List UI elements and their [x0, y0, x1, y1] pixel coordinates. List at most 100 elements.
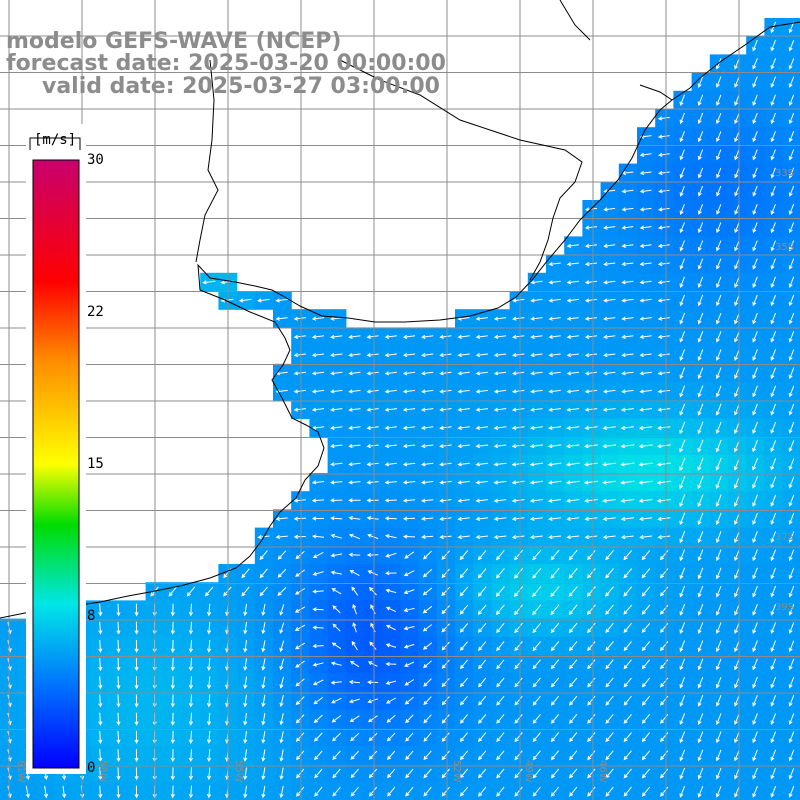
wind-arrow — [639, 534, 653, 540]
wind-arrow — [715, 695, 722, 707]
wind-arrow — [384, 516, 397, 521]
wind-arrow — [697, 112, 704, 125]
wind-arrow — [656, 462, 671, 467]
wind-arrow — [170, 621, 175, 635]
wind-arrow — [734, 222, 740, 234]
wind-arrow — [621, 243, 634, 248]
wind-arrow — [188, 767, 194, 781]
wind-arrow — [475, 534, 489, 540]
wind-arrow — [697, 640, 704, 653]
wind-arrow — [715, 476, 722, 489]
wind-arrow — [116, 694, 121, 708]
wind-arrow — [514, 549, 523, 561]
wind-arrow — [493, 389, 507, 394]
wind-arrow — [493, 443, 507, 449]
wind-arrow — [602, 389, 616, 394]
wind-arrow — [514, 786, 523, 797]
wind-arrow — [311, 480, 325, 485]
wind-arrow — [569, 659, 578, 670]
wind-arrow — [332, 750, 341, 760]
wind-arrow — [514, 732, 523, 743]
wind-arrow — [312, 662, 324, 667]
wind-arrow — [602, 534, 616, 540]
wind-arrow — [679, 512, 686, 526]
wind-arrow — [660, 622, 669, 633]
wind-arrow — [366, 371, 379, 376]
wind-arrow — [638, 516, 653, 521]
wind-arrow — [314, 750, 323, 761]
wind-arrow — [641, 659, 651, 670]
wind-arrow — [367, 680, 379, 685]
wind-arrow — [621, 334, 634, 339]
wind-arrow — [348, 371, 361, 376]
wind-arrow — [602, 425, 616, 430]
wind-arrow — [439, 425, 452, 430]
wind-arrow — [716, 149, 722, 161]
wind-arrow — [512, 371, 525, 376]
wind-arrow — [477, 550, 487, 561]
wind-arrow — [641, 622, 651, 633]
wind-arrow — [715, 585, 722, 598]
wind-arrow — [788, 458, 795, 471]
wind-arrow — [367, 715, 378, 723]
wind-arrow — [657, 225, 670, 230]
wind-arrow — [314, 768, 323, 779]
wind-arrow — [98, 767, 103, 781]
wind-arrow — [602, 371, 616, 376]
wind-arrow — [116, 603, 121, 617]
wind-arrow — [679, 531, 686, 544]
wind-arrow — [422, 587, 433, 596]
wind-arrow — [511, 425, 525, 430]
wind-arrow — [770, 204, 776, 215]
wind-arrow — [621, 261, 634, 267]
wind-arrow — [697, 294, 704, 307]
wind-arrow — [550, 549, 560, 561]
wind-arrow — [602, 462, 617, 467]
wind-arrow — [457, 516, 470, 521]
wind-arrow — [170, 694, 175, 708]
wind-arrow — [697, 385, 704, 398]
wind-arrow — [243, 676, 248, 690]
wind-arrow — [584, 425, 598, 430]
wind-arrow — [641, 586, 651, 597]
wind-arrow — [478, 659, 487, 670]
wind-arrow — [639, 189, 652, 194]
wind-arrow — [459, 659, 468, 670]
wind-arrow — [495, 604, 505, 616]
wind-arrow — [294, 624, 306, 631]
wind-arrow — [770, 276, 776, 288]
wind-arrow — [605, 549, 614, 561]
wind-arrow — [439, 498, 452, 503]
wind-arrow — [623, 550, 633, 561]
wind-arrow — [623, 622, 632, 634]
wind-arrow — [421, 443, 434, 449]
wind-arrow — [659, 550, 669, 561]
wind-arrow — [496, 677, 505, 688]
wind-arrow — [788, 131, 795, 143]
wind-arrow — [366, 516, 379, 521]
wind-arrow — [295, 550, 305, 560]
wind-arrow — [330, 371, 343, 376]
wind-arrow — [459, 586, 469, 597]
wind-arrow — [659, 568, 669, 579]
wind-arrow — [496, 641, 505, 652]
wind-arrow — [529, 425, 543, 430]
wind-arrow — [605, 659, 614, 670]
wind-arrow — [715, 494, 722, 508]
wind-arrow — [98, 749, 103, 763]
colorbar-tick-8: 8 — [87, 608, 96, 624]
wind-arrow — [206, 658, 212, 672]
wind-arrow — [639, 407, 653, 412]
wind-arrow — [734, 112, 740, 125]
wind-arrow — [330, 553, 343, 558]
wind-arrow — [312, 679, 324, 686]
wind-arrow — [788, 167, 795, 179]
wind-arrow — [134, 639, 139, 653]
wind-arrow — [584, 462, 598, 467]
wind-arrow — [385, 571, 397, 576]
wind-arrow — [679, 331, 686, 343]
wind-arrow — [697, 349, 704, 361]
wind-arrow — [548, 498, 562, 503]
wind-arrow — [459, 750, 469, 761]
